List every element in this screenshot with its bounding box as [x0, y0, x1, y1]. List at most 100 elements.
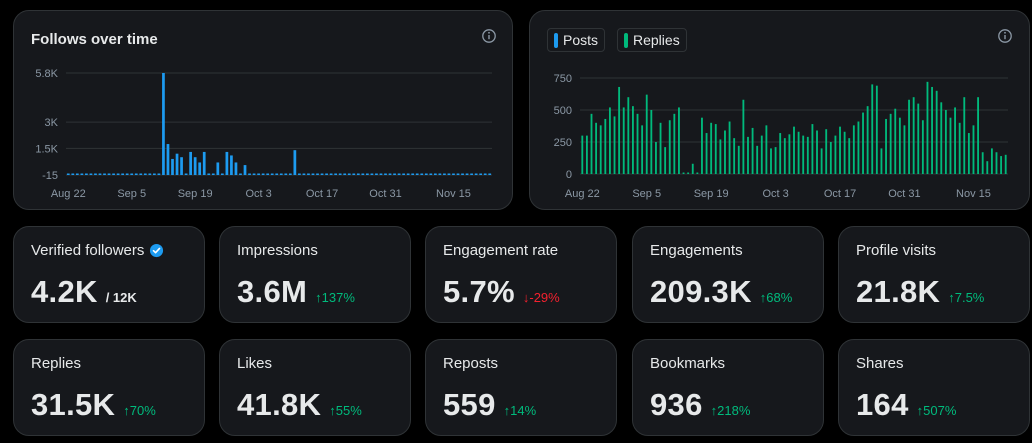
- bar: [894, 108, 897, 174]
- bar: [261, 173, 265, 175]
- y-tick-label: 5.8K: [35, 68, 58, 80]
- bar: [880, 148, 883, 174]
- bar: [184, 173, 188, 175]
- bar: [388, 173, 392, 175]
- bar: [797, 131, 800, 174]
- bar: [207, 173, 211, 175]
- bar: [252, 173, 256, 175]
- legend-posts-label: Posts: [563, 32, 599, 48]
- stat-value: 41.8K: [237, 387, 322, 422]
- stat-change-value: 55%: [335, 403, 362, 418]
- bar: [279, 173, 283, 175]
- bar: [903, 125, 906, 174]
- bar: [986, 161, 989, 174]
- bar: [234, 162, 238, 175]
- stat-card-replies[interactable]: Replies 31.5K ↑ 70%: [13, 339, 205, 436]
- bar: [288, 173, 292, 175]
- bar: [898, 117, 901, 174]
- stat-change: ↑ 218%: [711, 403, 751, 418]
- arrow-up-icon: ↑: [315, 290, 322, 305]
- bar: [343, 173, 347, 175]
- bar: [940, 102, 943, 174]
- bar: [180, 157, 183, 175]
- info-icon[interactable]: [997, 28, 1013, 44]
- bar: [944, 110, 947, 174]
- stat-label: Likes: [237, 355, 273, 372]
- bar: [958, 122, 961, 174]
- bar: [967, 133, 970, 174]
- bar: [839, 126, 841, 174]
- arrow-up-icon: ↑: [710, 403, 718, 418]
- bar: [659, 122, 662, 174]
- stat-card-reposts[interactable]: Reposts 559 ↑ 14%: [425, 339, 617, 436]
- stat-card-verified-followers[interactable]: Verified followers 4.2K / 12K: [13, 226, 205, 323]
- stat-label: Verified followers: [31, 242, 145, 259]
- stat-card-likes[interactable]: Likes 41.8K ↑ 55%: [219, 339, 411, 436]
- bar: [112, 173, 115, 175]
- stat-label: Reposts: [443, 355, 499, 372]
- bar: [361, 173, 365, 175]
- bar: [438, 173, 442, 175]
- bar: [802, 135, 805, 174]
- bar: [461, 173, 464, 175]
- bar: [243, 165, 247, 175]
- bar: [107, 173, 111, 175]
- bar: [211, 173, 215, 175]
- arrow-up-icon: ↑: [916, 403, 924, 418]
- bar: [257, 173, 260, 175]
- bar: [825, 129, 828, 174]
- bar: [590, 113, 593, 174]
- bar: [719, 139, 722, 174]
- bar: [80, 173, 84, 175]
- bar: [316, 173, 319, 175]
- stat-value-row: 936 ↑ 218%: [650, 387, 750, 423]
- bar: [220, 173, 224, 175]
- bar: [456, 173, 460, 175]
- info-icon[interactable]: [481, 28, 497, 44]
- bar: [760, 135, 763, 174]
- bar: [98, 173, 102, 175]
- stat-label: Profile visits: [856, 242, 937, 259]
- legend-posts[interactable]: Posts: [547, 28, 606, 52]
- bar: [949, 117, 952, 174]
- stat-change-value: 14%: [510, 403, 537, 418]
- stat-value-row: 21.8K ↑ 7.5%: [856, 274, 984, 310]
- x-tick-label: Oct 3: [245, 188, 271, 200]
- stat-value: 3.6M: [237, 274, 308, 309]
- stat-change-value: 218%: [717, 403, 751, 418]
- bar: [691, 163, 694, 174]
- bar: [655, 142, 657, 174]
- bar: [737, 145, 740, 174]
- stat-card-engagement-rate[interactable]: Engagement rate 5.7% ↓ -29%: [425, 226, 617, 323]
- bar: [866, 106, 869, 174]
- y-tick-label: 1.5K: [35, 143, 58, 155]
- verified-badge-icon: [150, 243, 164, 258]
- stat-value: 31.5K: [31, 387, 116, 422]
- bar: [162, 73, 165, 175]
- bar: [678, 107, 680, 174]
- bar: [783, 138, 786, 174]
- stat-card-profile-visits[interactable]: Profile visits 21.8K ↑ 7.5%: [838, 226, 1030, 323]
- legend-replies[interactable]: Replies: [617, 28, 687, 52]
- stat-card-shares[interactable]: Shares 164 ↑ 507%: [838, 339, 1030, 436]
- bar: [673, 113, 676, 174]
- bar: [742, 99, 745, 174]
- bar: [862, 112, 864, 174]
- x-tick-label: Nov 15: [956, 188, 991, 200]
- stat-change: ↑ 70%: [123, 403, 156, 418]
- bar: [1000, 156, 1003, 174]
- stat-card-bookmarks[interactable]: Bookmarks 936 ↑ 218%: [632, 339, 824, 436]
- bar: [275, 173, 279, 175]
- x-tick-label: Aug 22: [565, 188, 600, 200]
- stat-value: 5.7%: [443, 274, 515, 309]
- bar: [834, 135, 837, 174]
- bar: [779, 133, 782, 174]
- stat-card-engagements[interactable]: Engagements 209.3K ↑ 68%: [632, 226, 824, 323]
- bar: [189, 151, 192, 175]
- stat-card-impressions[interactable]: Impressions 3.6M ↑ 137%: [219, 226, 411, 323]
- bar: [935, 90, 938, 174]
- bar: [820, 148, 823, 174]
- stat-change: ↑ 137%: [315, 290, 355, 305]
- bar: [926, 81, 929, 174]
- bar: [94, 173, 97, 175]
